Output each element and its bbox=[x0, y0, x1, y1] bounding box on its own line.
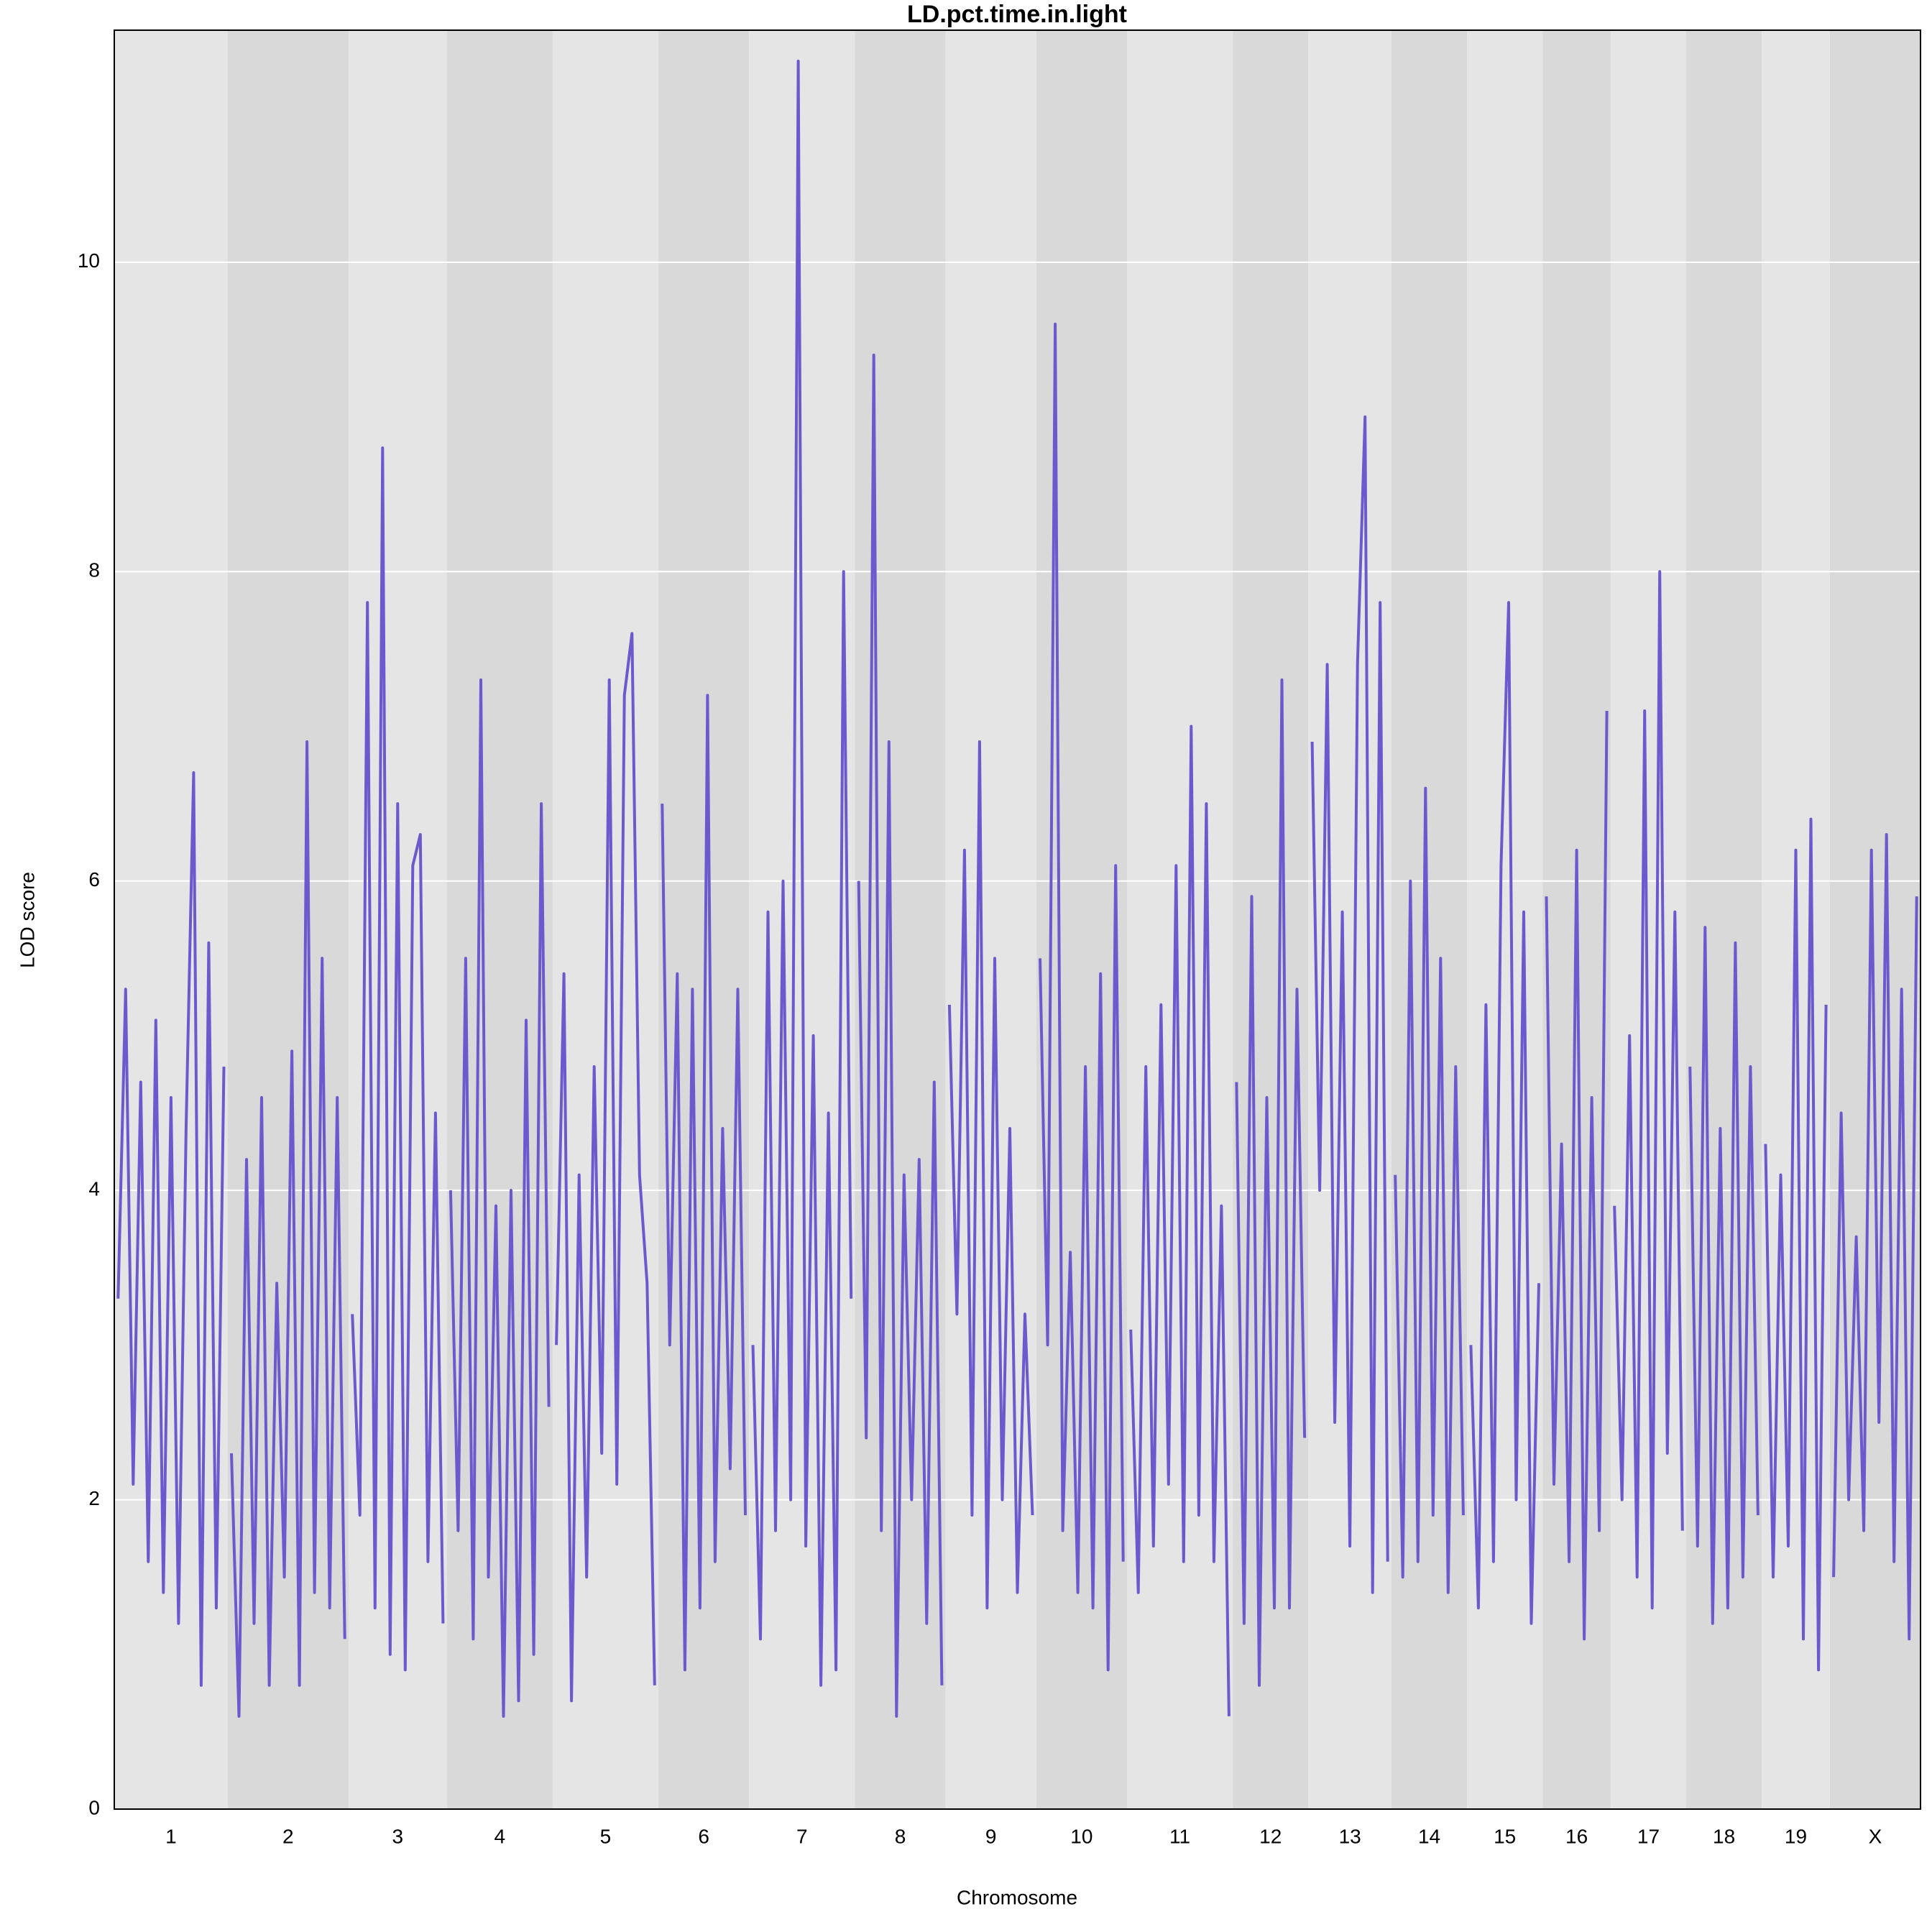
lod-line bbox=[751, 60, 853, 1687]
lines bbox=[116, 60, 1918, 1718]
x-axis-label: Chromosome bbox=[957, 1886, 1077, 1908]
y-tick-label: 6 bbox=[88, 868, 100, 891]
lod-line bbox=[1469, 601, 1540, 1625]
lod-line bbox=[1310, 415, 1389, 1594]
y-tick-label: 2 bbox=[88, 1487, 100, 1509]
x-tick-label: 7 bbox=[796, 1825, 808, 1847]
y-tick-label: 4 bbox=[88, 1178, 100, 1200]
x-tick-label: 6 bbox=[698, 1825, 709, 1847]
y-tick-label: 0 bbox=[88, 1796, 100, 1818]
x-tick-label: 12 bbox=[1259, 1825, 1282, 1847]
x-tick-label: 3 bbox=[392, 1825, 404, 1847]
lod-line bbox=[116, 771, 226, 1687]
chromosome-band bbox=[658, 30, 750, 1809]
lod-line bbox=[1545, 710, 1609, 1641]
x-tick-label: 8 bbox=[895, 1825, 906, 1847]
x-tick-label: 2 bbox=[282, 1825, 294, 1847]
x-tick-label: 17 bbox=[1637, 1825, 1660, 1847]
x-tick-label: 4 bbox=[494, 1825, 505, 1847]
y-tick-label: 10 bbox=[78, 249, 100, 272]
x-tick-label: X bbox=[1869, 1825, 1882, 1847]
chromosome-band bbox=[1829, 30, 1920, 1809]
lod-line bbox=[947, 740, 1034, 1610]
y-axis-label: LOD score bbox=[16, 872, 38, 968]
x-tick-label: 10 bbox=[1070, 1825, 1092, 1847]
y-tick-label: 8 bbox=[88, 559, 100, 581]
x-tick-label: 13 bbox=[1339, 1825, 1361, 1847]
x-tick-label: 5 bbox=[600, 1825, 612, 1847]
x-tick-label: 16 bbox=[1565, 1825, 1588, 1847]
x-tick-label: 18 bbox=[1713, 1825, 1735, 1847]
lod-line bbox=[857, 354, 944, 1718]
lod-line bbox=[1613, 570, 1684, 1610]
lod-line bbox=[351, 446, 445, 1672]
chromosome-band bbox=[114, 30, 228, 1809]
x-tick-label: 15 bbox=[1494, 1825, 1516, 1847]
lod-line bbox=[1832, 833, 1918, 1641]
chromosome-band bbox=[1126, 30, 1233, 1809]
lod-line bbox=[661, 694, 747, 1672]
lod-line bbox=[1129, 724, 1230, 1716]
lod-line bbox=[448, 678, 551, 1718]
lod-line bbox=[230, 740, 346, 1718]
lod-line bbox=[1039, 322, 1125, 1672]
lod-line bbox=[1235, 678, 1307, 1687]
chart-title: LD.pct.time.in.light bbox=[907, 1, 1127, 28]
plot-frame bbox=[114, 29, 1921, 1810]
lod-line bbox=[555, 632, 656, 1703]
x-tick-label: 19 bbox=[1785, 1825, 1807, 1847]
lod-line bbox=[1688, 926, 1760, 1625]
x-tick-label: 11 bbox=[1169, 1825, 1190, 1847]
chromosome-band bbox=[945, 30, 1036, 1809]
x-tick-label: 1 bbox=[165, 1825, 177, 1847]
lod-line bbox=[1764, 817, 1828, 1672]
x-tick-label: 14 bbox=[1418, 1825, 1440, 1847]
x-tick-label: 9 bbox=[985, 1825, 997, 1847]
lod-line bbox=[1394, 786, 1465, 1594]
